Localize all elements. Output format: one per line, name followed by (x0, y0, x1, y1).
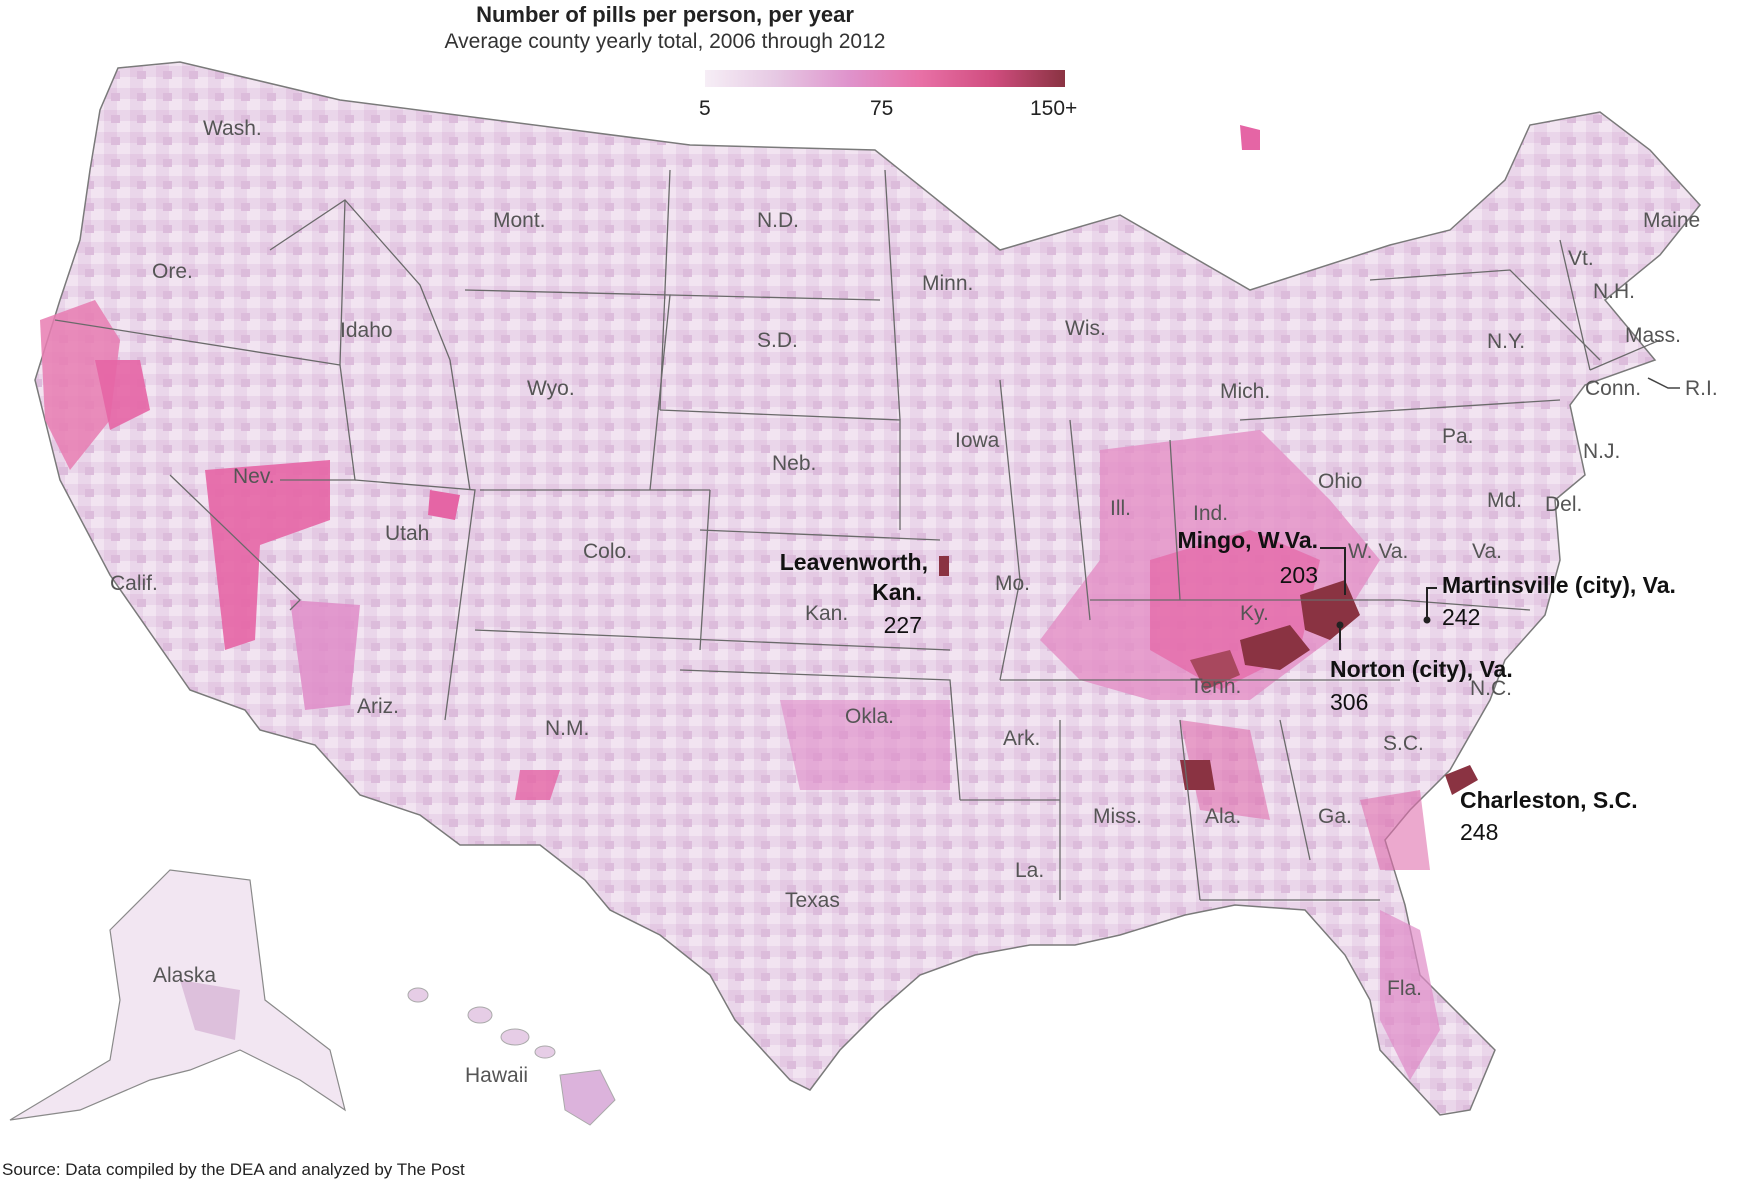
callout-mingo: Mingo, W.Va. 203 (1177, 527, 1346, 595)
state-labels: Wash. Ore. Calif. Idaho Nev. Mont. Wyo. … (110, 117, 1718, 1087)
callout-leavenworth: Leavenworth, Kan. 227 (780, 549, 928, 638)
callout-leavenworth-name-1: Leavenworth, (780, 549, 928, 575)
state-label-ky: Ky. (1240, 602, 1269, 625)
state-label-ariz: Ariz. (357, 695, 399, 718)
state-label-tenn: Tenn. (1190, 675, 1241, 698)
state-label-conn: Conn. (1585, 377, 1641, 400)
state-label-wyo: Wyo. (527, 377, 575, 400)
state-label-la: La. (1015, 859, 1044, 882)
callout-martinsville-value: 242 (1442, 604, 1480, 630)
state-label-utah: Utah (385, 522, 429, 545)
state-label-nm: N.M. (545, 717, 589, 740)
map-title: Number of pills per person, per year (476, 2, 854, 27)
state-label-ala: Ala. (1205, 805, 1241, 828)
state-label-nc: N.C. (1470, 677, 1512, 700)
state-label-vt: Vt. (1568, 247, 1594, 270)
us-lower48-outline (34, 61, 1701, 1116)
state-label-mont: Mont. (493, 209, 546, 232)
state-label-ohio: Ohio (1318, 470, 1362, 493)
state-label-mass: Mass. (1625, 324, 1681, 347)
callout-norton-name: Norton (city), Va. (1330, 656, 1513, 682)
state-label-ark: Ark. (1003, 727, 1040, 750)
state-label-calif: Calif. (110, 572, 158, 595)
state-label-wash: Wash. (203, 117, 262, 140)
state-label-wis: Wis. (1065, 317, 1106, 340)
ri-leader-line (1647, 377, 1680, 389)
state-label-fla: Fla. (1387, 977, 1422, 1000)
us-choropleth-map: Wash. Ore. Calif. Idaho Nev. Mont. Wyo. … (9, 61, 1718, 1126)
map-area: Wash. Ore. Calif. Idaho Nev. Mont. Wyo. … (0, 50, 1757, 1150)
state-label-ri: R.I. (1685, 377, 1718, 400)
state-label-ga: Ga. (1318, 805, 1352, 828)
source-note: Source: Data compiled by the DEA and ana… (2, 1160, 465, 1179)
state-label-ind: Ind. (1193, 502, 1228, 525)
callout-mingo-leader (1320, 547, 1346, 595)
legend-tick-mid: 75 (870, 97, 894, 120)
callout-mingo-value: 203 (1280, 562, 1318, 588)
state-label-ore: Ore. (152, 260, 193, 283)
state-label-idaho: Idaho (340, 319, 393, 342)
state-label-colo: Colo. (583, 540, 632, 563)
alaska-southeast-counties (180, 980, 240, 1040)
state-label-del: Del. (1545, 493, 1582, 516)
callout-mingo-name: Mingo, W.Va. (1177, 527, 1318, 553)
callout-charleston-value: 248 (1460, 819, 1498, 845)
state-label-okla: Okla. (845, 705, 894, 728)
state-label-sc: S.C. (1383, 732, 1424, 755)
state-borders (54, 169, 1661, 901)
callout-norton: Norton (city), Va. 306 (1330, 621, 1513, 715)
callout-martinsville-leader (1426, 587, 1437, 618)
state-label-neb: Neb. (772, 452, 816, 475)
state-label-mich: Mich. (1220, 380, 1270, 403)
legend-tick-high: 150+ (1030, 97, 1078, 120)
state-label-hawaii: Hawaii (465, 1064, 528, 1087)
state-label-nev: Nev. (233, 465, 275, 488)
callout-charleston: Charleston, S.C. 248 (1460, 787, 1638, 845)
state-label-nj: N.J. (1583, 440, 1620, 463)
state-label-ny: N.Y. (1487, 330, 1525, 353)
callout-norton-value: 306 (1330, 689, 1368, 715)
callout-leavenworth-value: 227 (884, 612, 922, 638)
state-label-iowa: Iowa (955, 429, 1000, 452)
state-label-nd: N.D. (757, 209, 799, 232)
callout-charleston-name: Charleston, S.C. (1460, 787, 1638, 813)
state-label-texas: Texas (785, 889, 840, 912)
state-label-nh: N.H. (1593, 280, 1635, 303)
state-label-md: Md. (1487, 489, 1522, 512)
state-label-miss: Miss. (1093, 805, 1142, 828)
hawaii (407, 987, 616, 1126)
state-label-va: Va. (1472, 540, 1502, 563)
state-label-pa: Pa. (1442, 425, 1474, 448)
state-label-sd: S.D. (757, 329, 798, 352)
state-label-wva: W. Va. (1348, 540, 1408, 563)
state-label-alaska: Alaska (153, 964, 216, 987)
state-label-mo: Mo. (995, 572, 1030, 595)
state-label-kan: Kan. (805, 602, 848, 625)
callout-leavenworth-name-2: Kan. (872, 579, 922, 605)
legend-color-ramp (705, 70, 1065, 87)
state-label-ill: Ill. (1110, 497, 1131, 520)
legend-tick-low: 5 (699, 97, 711, 120)
callout-martinsville-name: Martinsville (city), Va. (1442, 572, 1676, 598)
map-subtitle: Average county yearly total, 2006 throug… (444, 30, 886, 53)
alaska (9, 869, 346, 1121)
color-legend: 5 75 150+ (699, 70, 1077, 130)
state-label-minn: Minn. (922, 272, 973, 295)
callout-martinsville: Martinsville (city), Va. 242 (1423, 572, 1676, 630)
state-label-maine: Maine (1643, 209, 1700, 232)
